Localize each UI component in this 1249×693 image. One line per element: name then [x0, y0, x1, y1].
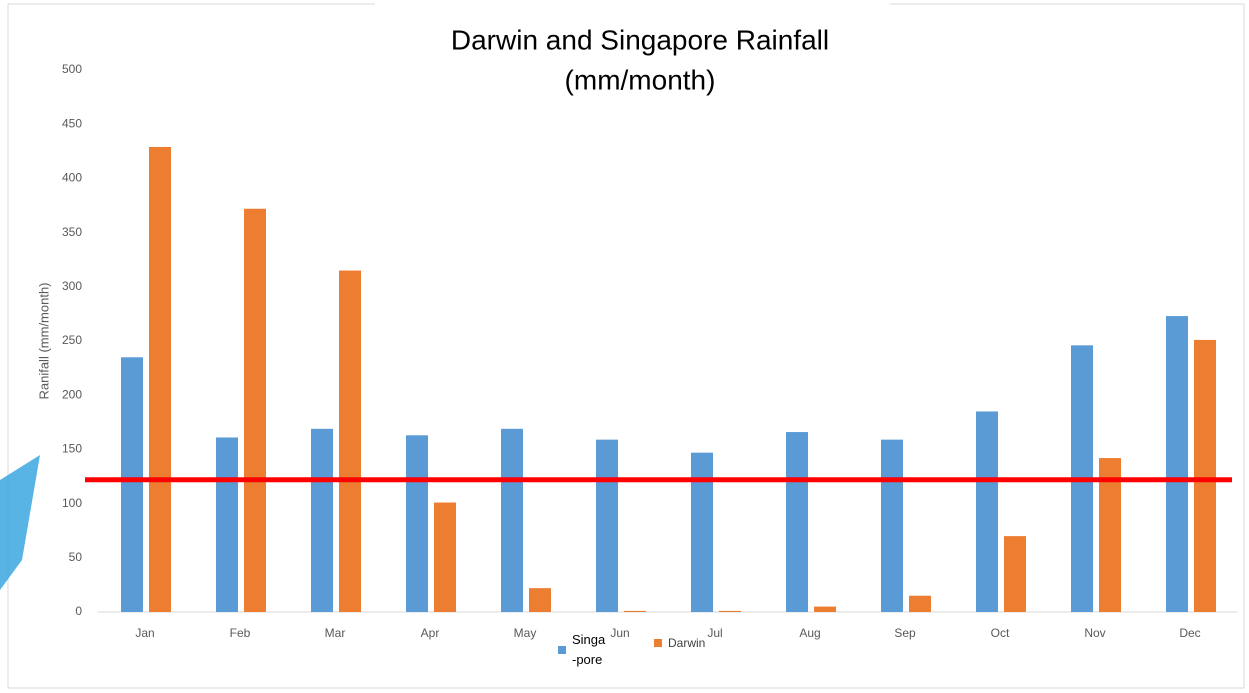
bar	[786, 432, 808, 612]
y-tick-label: 150	[62, 442, 82, 456]
bar	[1099, 458, 1121, 612]
bar	[339, 270, 361, 612]
bar	[1166, 316, 1188, 612]
y-tick-label: 500	[62, 62, 82, 76]
legend-item: Singa -pore	[558, 630, 605, 670]
legend-item: Darwin	[654, 636, 705, 650]
title-backdrop	[375, 0, 890, 10]
x-tick-label: Jan	[135, 626, 154, 640]
bar	[1004, 536, 1026, 612]
legend-label: Singa -pore	[572, 632, 606, 667]
legend-swatch	[558, 646, 566, 654]
bar	[406, 435, 428, 612]
x-tick-label: Feb	[230, 626, 251, 640]
y-tick-label: 200	[62, 387, 82, 401]
y-tick-label: 50	[69, 550, 83, 564]
x-tick-label: May	[514, 626, 537, 640]
bar	[691, 452, 713, 612]
chart-title: Darwin and Singapore Rainfall	[451, 24, 829, 55]
y-tick-label: 350	[62, 225, 82, 239]
bar	[596, 439, 618, 612]
decoration	[0, 455, 40, 590]
x-tick-label: Aug	[799, 626, 820, 640]
bar	[501, 428, 523, 612]
y-tick-label: 250	[62, 333, 82, 347]
legend-label: Darwin	[668, 636, 706, 650]
y-tick-label: 300	[62, 279, 82, 293]
bar	[216, 437, 238, 612]
chart-subtitle: (mm/month)	[565, 64, 716, 95]
y-tick-label: 100	[62, 496, 82, 510]
bar	[121, 357, 143, 612]
bar	[434, 502, 456, 612]
x-tick-label: Jun	[610, 626, 629, 640]
bar	[909, 595, 931, 612]
bar	[719, 610, 741, 612]
y-tick-label: 450	[62, 116, 82, 130]
bar	[814, 606, 836, 612]
y-tick-label: 0	[75, 604, 82, 618]
x-tick-label: Jul	[707, 626, 722, 640]
x-tick-label: Dec	[1179, 626, 1200, 640]
x-tick-label: Apr	[421, 626, 440, 640]
x-tick-label: Nov	[1084, 626, 1105, 640]
y-tick-label: 400	[62, 171, 82, 185]
bar	[624, 610, 646, 612]
chart-frame	[7, 3, 1245, 689]
bar	[311, 428, 333, 612]
y-axis-title: Ranifall (mm/month)	[36, 282, 51, 399]
x-tick-label: Oct	[991, 626, 1010, 640]
bar	[976, 411, 998, 612]
bar	[1194, 339, 1216, 612]
bar	[881, 439, 903, 612]
x-tick-label: Sep	[894, 626, 916, 640]
bar	[244, 208, 266, 612]
bar	[529, 588, 551, 612]
bar	[149, 146, 171, 613]
x-tick-label: Mar	[325, 626, 346, 640]
legend-swatch	[654, 639, 662, 647]
